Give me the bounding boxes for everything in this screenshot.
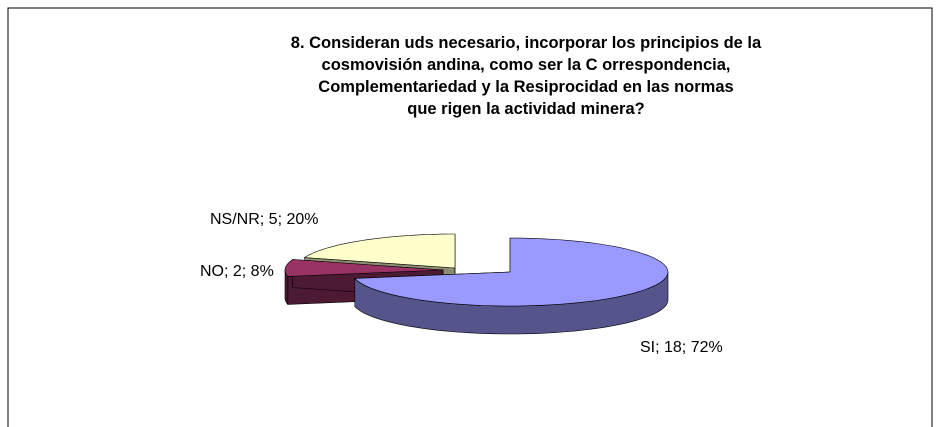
slice-top (284, 259, 444, 277)
chart-title: 8. Consideran uds necesario, incorporar … (291, 34, 762, 52)
chart-title: cosmovisión andina, como ser la C orresp… (322, 56, 731, 74)
chart-title: Complementariedad y la Resiprocidad en l… (318, 78, 733, 96)
data-label: NS/NR; 5; 20% (210, 211, 318, 228)
data-label: NO; 2; 8% (200, 263, 274, 280)
slice-top (303, 233, 456, 269)
slice (354, 237, 669, 335)
chart-border (7, 7, 933, 427)
slice-top (354, 237, 669, 307)
data-label: SI; 18; 72% (640, 339, 723, 356)
chart-title: que rigen la actividad minera? (407, 100, 645, 118)
